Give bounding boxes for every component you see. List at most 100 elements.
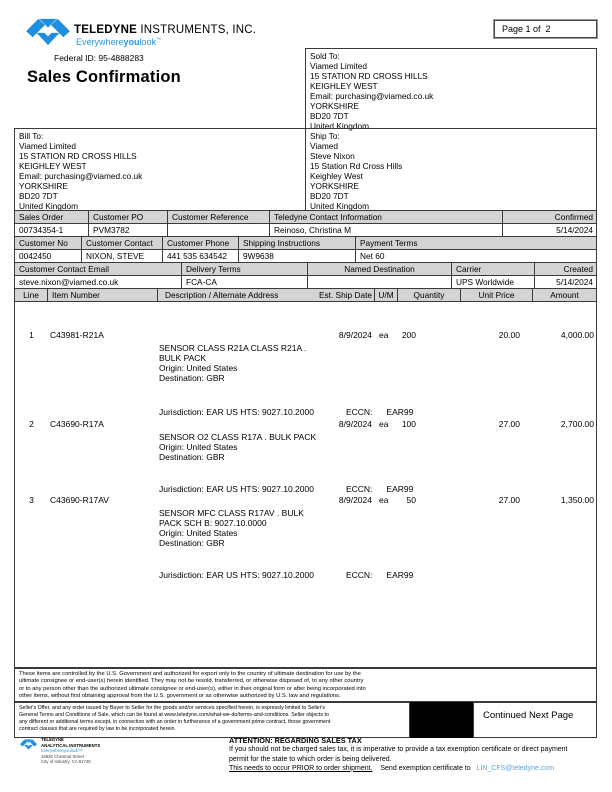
item-jurisdiction: Jurisdiction: EAR US HTS: 9027.10.2000: [159, 484, 314, 494]
info-value-row-3: steve.nixon@viamed.co.uk FCA-CA UPS Worl…: [14, 276, 597, 289]
ship-to-address: Viamed Steve Nixon 15 Station Rd Cross H…: [310, 141, 403, 211]
header-amount: Amount: [550, 290, 579, 300]
tagline-post: look: [139, 37, 157, 47]
item-unit-price: 20.00: [498, 330, 520, 340]
header-payment-terms: Payment Terms: [360, 238, 418, 248]
mini-brand-address-2: City of Industry, CA 91748: [41, 759, 91, 765]
item-eccn-label: ECCN:: [345, 407, 373, 417]
bill-to-address: Viamed Limited 15 STATION RD CROSS HILLS…: [19, 141, 143, 211]
info-header-row-3: Customer Contact Email Delivery Terms Na…: [14, 263, 597, 276]
export-control-notice: These items are controlled by the U.S. G…: [14, 668, 597, 702]
black-redaction-box: [410, 702, 473, 738]
line-item-1: 1 C43981-R21A 8/9/2024 ea 200 20.00 4,00…: [15, 330, 596, 417]
item-jurisdiction-row: Jurisdiction: EAR US HTS: 9027.10.2000 E…: [159, 570, 596, 580]
header-customer-phone: Customer Phone: [163, 237, 239, 249]
sold-to-box: Sold To: Viamed Limited 15 STATION RD CR…: [305, 48, 597, 131]
item-um: ea: [379, 419, 389, 429]
order-info-grid: Sales Order Customer PO Customer Referen…: [14, 210, 597, 302]
info-value-row-2: 0042450 NIXON, STEVE 441 535 634542 9W96…: [14, 250, 597, 263]
document-title: Sales Confirmation: [27, 68, 181, 86]
item-line-number: 1: [29, 330, 34, 340]
item-row: 1 C43981-R21A 8/9/2024 ea 200 20.00 4,00…: [15, 330, 596, 340]
ship-to-box: Ship To: Viamed Steve Nixon 15 Station R…: [305, 128, 597, 211]
item-unit-price: 27.00: [498, 419, 520, 429]
value-carrier: UPS Worldwide Saver: [452, 276, 535, 288]
items-table-body: 1 C43981-R21A 8/9/2024 ea 200 20.00 4,00…: [14, 301, 597, 668]
value-customer-no: 0042450: [15, 250, 82, 262]
item-description: SENSOR O2 CLASS R17A . BULK PACK Origin:…: [159, 432, 317, 462]
header-teledyne-contact: Teledyne Contact Information: [270, 211, 503, 223]
header-customer-no: Customer No: [15, 237, 82, 249]
tagline-bold: you: [123, 37, 140, 47]
item-amount: 2,700.00: [560, 419, 594, 429]
mini-brand-tagline: Everywhereyoulook™: [41, 748, 83, 754]
exemption-email-link[interactable]: LIN_CFS@teledyne.com: [476, 764, 555, 772]
header-confirmed: Confirmed: [554, 212, 593, 222]
bill-to-box: Bill To: Viamed Limited 15 STATION RD CR…: [14, 128, 306, 211]
item-row: 2 C43690-R17A 8/9/2024 ea 100 27.00 2,70…: [15, 419, 596, 429]
item-quantity: 200: [401, 330, 416, 340]
attention-title: ATTENTION: REGARDING SALES TAX: [229, 736, 362, 745]
value-payment-terms: Net 60: [360, 251, 385, 261]
item-est-ship-date: 8/9/2024: [338, 419, 372, 429]
item-line-number: 3: [29, 495, 34, 505]
item-quantity: 50: [406, 495, 416, 505]
item-description: SENSOR MFC CLASS R17AV . BULK PACK SCH B…: [159, 508, 304, 548]
item-amount: 1,350.00: [560, 495, 594, 505]
attention-underlined-text: This needs to occur PRIOR to order shipm…: [229, 764, 373, 772]
header-quantity: Quantity: [398, 289, 461, 301]
teledyne-logo-icon: [26, 18, 70, 46]
item-jurisdiction-row: Jurisdiction: EAR US HTS: 9027.10.2000 E…: [159, 407, 596, 417]
item-eccn-label: ECCN:: [345, 484, 373, 494]
ship-to-label: Ship To:: [310, 131, 340, 141]
info-header-row-1: Sales Order Customer PO Customer Referen…: [14, 210, 597, 224]
value-teledyne-contact: Reinoso, Christina M: [270, 224, 503, 236]
tagline-trademark: ™: [156, 37, 162, 43]
item-amount: 4,000.00: [560, 330, 594, 340]
item-row: 3 C43690-R17AV 8/9/2024 ea 50 27.00 1,35…: [15, 495, 596, 505]
header-est-ship-date: Est. Ship Date: [318, 290, 372, 300]
item-eccn-value: EAR99: [386, 484, 414, 494]
attention-body: If you should not be charged sales tax, …: [229, 746, 568, 763]
company-name: TELEDYNE INSTRUMENTS, INC.: [74, 24, 256, 36]
header-um: U/M: [375, 289, 398, 301]
mini-brand-division: ANALYTICAL INSTRUMENTS: [41, 742, 101, 748]
attention-send-text: Send exemption certificate to: [380, 764, 471, 772]
company-name-bold: TELEDYNE: [74, 24, 137, 36]
header-shipping-instructions: Shipping Instructions: [239, 237, 356, 249]
item-eccn-value: EAR99: [386, 407, 414, 417]
value-customer-contact: NIXON, STEVE: [82, 250, 163, 262]
info-value-row-1: 00734354-1 PVM3782 Reinoso, Christina M …: [14, 224, 597, 237]
header-carrier: Carrier: [452, 263, 535, 275]
item-jurisdiction-row: Jurisdiction: EAR US HTS: 9027.10.2000 E…: [159, 484, 596, 494]
header-customer-contact-email: Customer Contact Email: [15, 263, 182, 275]
item-eccn-label: ECCN:: [345, 570, 373, 580]
sales-tax-attention: ATTENTION: REGARDING SALES TAX If you sh…: [229, 736, 597, 773]
value-sales-order: 00734354-1: [15, 224, 89, 236]
header-created: Created: [563, 264, 593, 274]
sold-to-address: Viamed Limited 15 STATION RD CROSS HILLS…: [310, 61, 434, 131]
mini-brand-name: TELEDYNE: [41, 737, 64, 742]
header-description: Description / Alternate Address: [165, 290, 279, 300]
federal-id: Federal ID: 95-4888283: [54, 53, 144, 63]
item-description: SENSOR CLASS R21A CLASS R21A . BULK PACK…: [159, 343, 307, 383]
header-description-shipdate: Description / Alternate Address Est. Shi…: [158, 289, 375, 301]
header-line: Line: [15, 289, 48, 301]
value-customer-po: PVM3782: [89, 224, 168, 236]
item-est-ship-date: 8/9/2024: [338, 330, 372, 340]
bill-to-label: Bill To:: [19, 131, 44, 141]
attention-action-line: This needs to occur PRIOR to order shipm…: [229, 764, 597, 773]
line-item-3: 3 C43690-R17AV 8/9/2024 ea 50 27.00 1,35…: [15, 495, 596, 580]
item-um: ea: [379, 330, 389, 340]
item-line-number: 2: [29, 419, 34, 429]
item-est-ship-date: 8/9/2024: [338, 495, 372, 505]
item-jurisdiction: Jurisdiction: EAR US HTS: 9027.10.2000: [159, 407, 314, 417]
value-delivery-terms: FCA-CA: [182, 276, 308, 288]
brand-tagline: Everywhereyoulook™: [76, 37, 161, 47]
item-eccn-value: EAR99: [386, 570, 414, 580]
item-jurisdiction: Jurisdiction: EAR US HTS: 9027.10.2000: [159, 570, 314, 580]
header-delivery-terms: Delivery Terms: [182, 263, 308, 275]
item-number: C43981-R21A: [50, 330, 104, 340]
mini-brand-block: TELEDYNE ANALYTICAL INSTRUMENTS Everywhe…: [41, 737, 100, 765]
sellers-offer-notice: Seller's Offer, and any order issued by …: [14, 702, 410, 738]
